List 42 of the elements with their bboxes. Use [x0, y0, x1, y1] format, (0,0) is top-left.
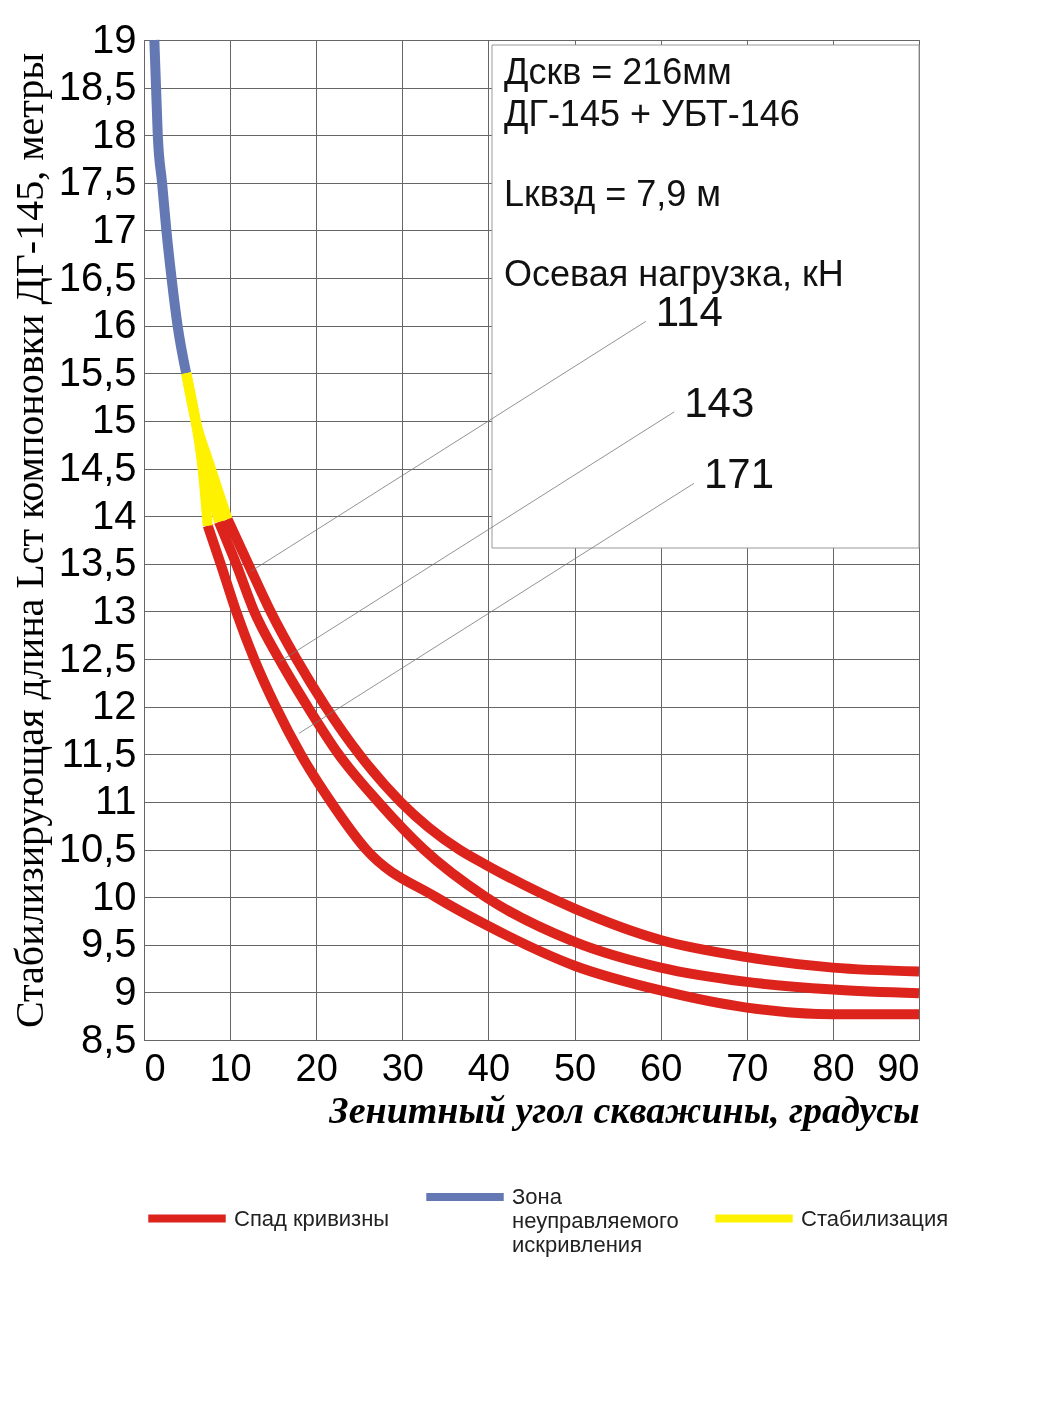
y-tick-label: 12,5	[58, 635, 137, 680]
annotation: Lквзд = 7,9 м	[504, 173, 722, 214]
x-tick-label: 90	[877, 1046, 920, 1089]
y-tick-label: 18	[92, 111, 137, 156]
x-tick-label: 50	[553, 1046, 597, 1089]
x-tick-label: 0	[144, 1046, 166, 1089]
x-axis-title: Зенитный угол скважины, градусы	[328, 1088, 920, 1131]
legend-label: Спад кривизны	[234, 1205, 390, 1231]
y-tick-label: 17,5	[58, 159, 137, 204]
y-tick-label: 13	[92, 587, 137, 632]
y-tick-label: 8,5	[80, 1016, 137, 1061]
legend-label: Зона неуправляемого искривления	[512, 1184, 679, 1257]
annotation: ДГ-145 + УБТ-146	[504, 93, 800, 134]
x-tick-label: 70	[726, 1046, 769, 1089]
y-tick-label: 17	[92, 206, 137, 251]
annotation: Дскв = 216мм	[504, 51, 732, 92]
x-tick-label: 30	[381, 1046, 424, 1089]
y-tick-label: 16	[92, 302, 137, 347]
y-tick-label: 10,5	[58, 826, 137, 871]
y-tick-label: 14,5	[58, 445, 137, 490]
y-tick-label: 18,5	[58, 64, 137, 109]
x-tick-label: 80	[812, 1046, 855, 1089]
x-tick-label: 20	[295, 1046, 338, 1089]
y-tick-label: 9	[114, 968, 137, 1013]
y-tick-label: 12	[92, 683, 137, 728]
y-tick-label: 16,5	[58, 254, 137, 299]
y-tick-label: 11	[94, 778, 137, 823]
y-tick-label: 13,5	[58, 540, 137, 585]
y-tick-label: 11,5	[61, 730, 137, 775]
y-tick-label: 14	[92, 492, 137, 537]
y-tick-label: 15	[92, 397, 137, 442]
x-tick-label: 40	[467, 1046, 511, 1089]
y-axis-title: Стабилизирующая длина Lст компоновки ДГ-145, метры	[6, 52, 52, 1029]
x-tick-label: 10	[209, 1046, 252, 1089]
annotation: 171	[704, 450, 775, 498]
y-tick-label: 10	[92, 873, 137, 918]
y-tick-label: 9,5	[80, 921, 137, 966]
y-tick-label: 19	[92, 16, 137, 61]
y-tick-label: 15,5	[58, 349, 137, 394]
x-tick-label: 60	[640, 1046, 683, 1089]
legend-label: Стабилизация	[801, 1205, 949, 1231]
annotation: 143	[684, 378, 755, 426]
